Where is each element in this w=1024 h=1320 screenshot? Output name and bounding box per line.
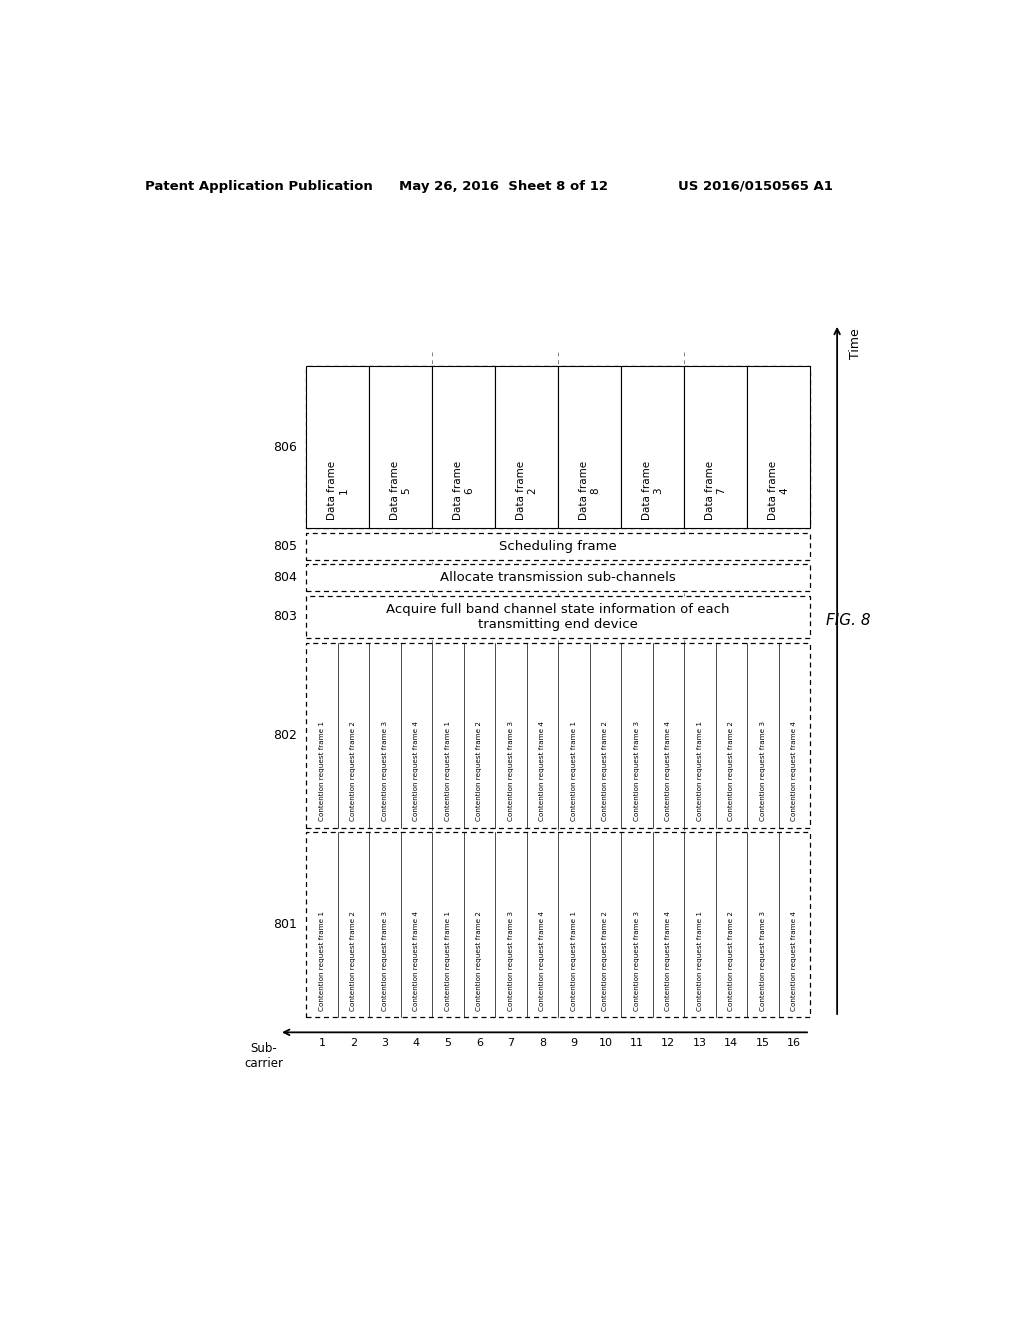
Text: 15: 15: [756, 1038, 770, 1048]
Text: Scheduling frame: Scheduling frame: [500, 540, 617, 553]
Text: Contention request frame 4: Contention request frame 4: [540, 911, 546, 1011]
Text: Data frame
3: Data frame 3: [642, 461, 664, 520]
Text: Contention request frame 4: Contention request frame 4: [666, 911, 672, 1011]
Text: Contention request frame 3: Contention request frame 3: [634, 911, 640, 1011]
Text: 11: 11: [630, 1038, 644, 1048]
Text: Contention request frame 3: Contention request frame 3: [760, 911, 766, 1011]
Text: Contention request frame 1: Contention request frame 1: [570, 911, 577, 1011]
Text: FIG. 8: FIG. 8: [826, 612, 871, 628]
Text: Contention request frame 1: Contention request frame 1: [696, 911, 702, 1011]
Text: Contention request frame 2: Contention request frame 2: [602, 911, 608, 1011]
Text: Data frame
2: Data frame 2: [516, 461, 538, 520]
Bar: [306, 367, 810, 528]
Text: Contention request frame 3: Contention request frame 3: [760, 721, 766, 821]
Text: 8: 8: [539, 1038, 546, 1048]
Bar: [370, 367, 432, 528]
Text: Contention request frame 1: Contention request frame 1: [319, 911, 325, 1011]
Text: Data frame
6: Data frame 6: [453, 461, 474, 520]
Bar: [306, 564, 810, 591]
Text: 1: 1: [318, 1038, 326, 1048]
Text: Contention request frame 2: Contention request frame 2: [476, 911, 482, 1011]
Text: 12: 12: [662, 1038, 676, 1048]
Bar: [432, 367, 496, 528]
Text: 14: 14: [724, 1038, 738, 1048]
Text: 5: 5: [444, 1038, 452, 1048]
Text: 2: 2: [350, 1038, 357, 1048]
Bar: [622, 367, 684, 528]
Text: Contention request frame 2: Contention request frame 2: [476, 721, 482, 821]
Bar: [306, 643, 810, 828]
Text: Contention request frame 4: Contention request frame 4: [666, 721, 672, 821]
Text: 7: 7: [507, 1038, 514, 1048]
Text: US 2016/0150565 A1: US 2016/0150565 A1: [678, 180, 834, 193]
Text: 804: 804: [273, 572, 297, 585]
Bar: [496, 367, 558, 528]
Text: 10: 10: [598, 1038, 612, 1048]
Text: Contention request frame 4: Contention request frame 4: [792, 911, 798, 1011]
Bar: [306, 595, 810, 638]
Text: Contention request frame 4: Contention request frame 4: [792, 721, 798, 821]
Text: Data frame
4: Data frame 4: [768, 461, 790, 520]
Text: Contention request frame 4: Contention request frame 4: [540, 721, 546, 821]
Text: 9: 9: [570, 1038, 578, 1048]
Text: Contention request frame 2: Contention request frame 2: [728, 911, 734, 1011]
Text: 801: 801: [273, 917, 297, 931]
Text: May 26, 2016  Sheet 8 of 12: May 26, 2016 Sheet 8 of 12: [399, 180, 608, 193]
Bar: [748, 367, 810, 528]
Text: Contention request frame 1: Contention request frame 1: [445, 721, 451, 821]
Text: Data frame
1: Data frame 1: [327, 461, 348, 520]
Text: Contention request frame 2: Contention request frame 2: [728, 721, 734, 821]
Text: Contention request frame 2: Contention request frame 2: [350, 911, 356, 1011]
Text: Contention request frame 3: Contention request frame 3: [382, 721, 388, 821]
Text: 3: 3: [382, 1038, 388, 1048]
Text: Contention request frame 2: Contention request frame 2: [350, 721, 356, 821]
Text: 16: 16: [787, 1038, 801, 1048]
Text: Allocate transmission sub-channels: Allocate transmission sub-channels: [440, 572, 676, 585]
Text: Contention request frame 1: Contention request frame 1: [319, 721, 325, 821]
Text: 805: 805: [273, 540, 297, 553]
Bar: [558, 367, 622, 528]
Bar: [306, 367, 370, 528]
Text: Contention request frame 1: Contention request frame 1: [570, 721, 577, 821]
Text: Contention request frame 3: Contention request frame 3: [382, 911, 388, 1011]
Text: Patent Application Publication: Patent Application Publication: [145, 180, 373, 193]
Text: Data frame
5: Data frame 5: [390, 461, 412, 520]
Text: Contention request frame 1: Contention request frame 1: [696, 721, 702, 821]
Text: Contention request frame 3: Contention request frame 3: [508, 721, 514, 821]
Text: 803: 803: [273, 610, 297, 623]
Bar: [684, 367, 748, 528]
Text: Contention request frame 2: Contention request frame 2: [602, 721, 608, 821]
Text: Contention request frame 4: Contention request frame 4: [414, 721, 420, 821]
Text: 6: 6: [476, 1038, 483, 1048]
Text: Contention request frame 1: Contention request frame 1: [445, 911, 451, 1011]
Text: Time: Time: [849, 327, 862, 359]
Bar: [306, 832, 810, 1016]
Text: Data frame
7: Data frame 7: [705, 461, 726, 520]
Text: Data frame
8: Data frame 8: [579, 461, 600, 520]
Text: Acquire full band channel state information of each
transmitting end device: Acquire full band channel state informat…: [386, 603, 730, 631]
Text: Contention request frame 3: Contention request frame 3: [634, 721, 640, 821]
Text: Contention request frame 3: Contention request frame 3: [508, 911, 514, 1011]
Text: Contention request frame 4: Contention request frame 4: [414, 911, 420, 1011]
Text: 802: 802: [273, 729, 297, 742]
Text: 806: 806: [273, 441, 297, 454]
Text: 4: 4: [413, 1038, 420, 1048]
Text: Sub-
carrier: Sub- carrier: [244, 1041, 283, 1069]
Bar: [306, 533, 810, 560]
Text: 13: 13: [693, 1038, 707, 1048]
